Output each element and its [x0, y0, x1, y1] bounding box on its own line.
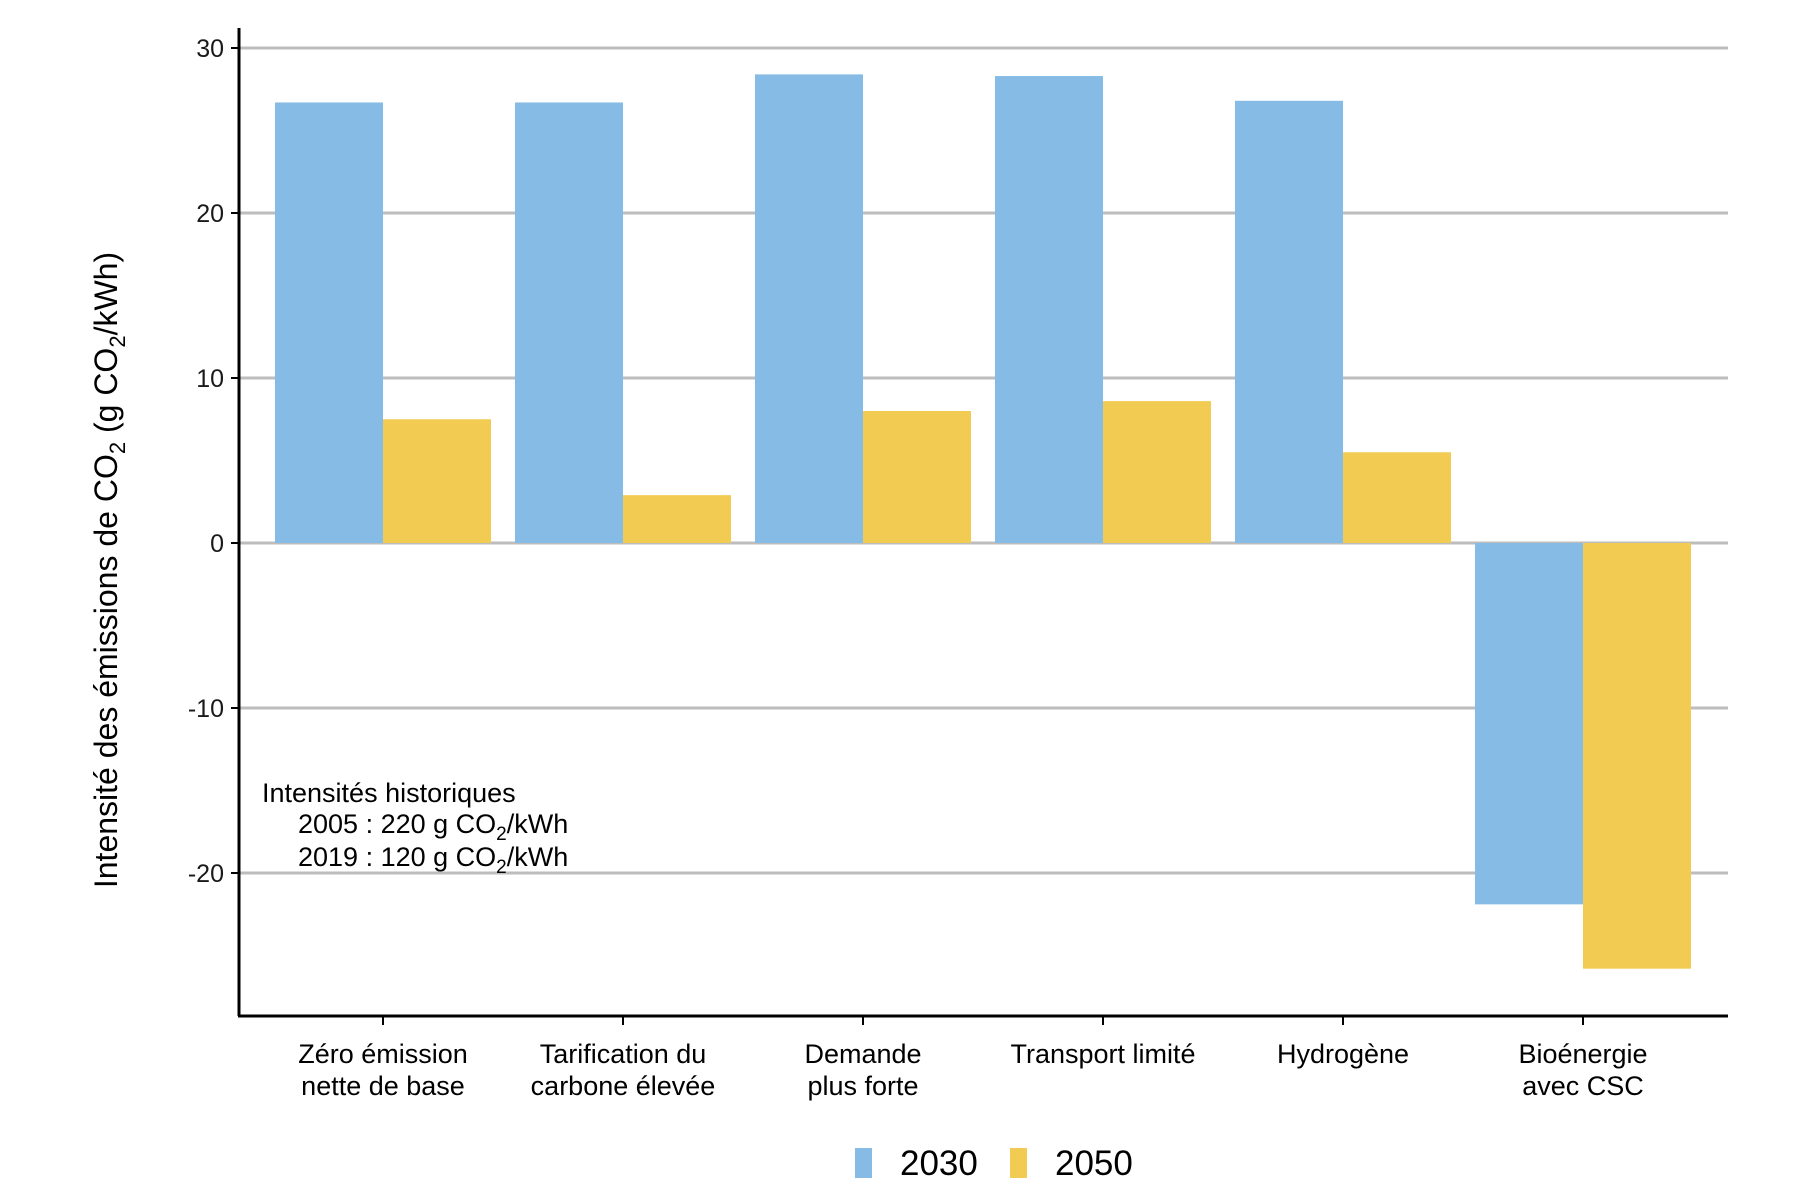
y-tick-label-30: 30: [196, 35, 224, 63]
x-tick-label-3-line-1: Demande: [804, 1039, 921, 1069]
annotation-line-2019-sub: 2: [496, 857, 507, 878]
annotation-line-2019: 2019 : 120 g CO2/kWh: [298, 842, 568, 878]
annotation-line-2005-lead: 2005 : 220 g CO: [298, 809, 496, 839]
x-tick-label-3: Demande plus forte: [804, 1039, 921, 1101]
y-tick-label--20: -20: [188, 860, 224, 888]
bar-2050-3: [863, 411, 971, 543]
x-tick-label-2-line-2: carbone élevée: [531, 1071, 716, 1101]
y-axis-title-close: /kWh): [88, 252, 124, 336]
x-ticks: Zéro émission nette de base Tarification d…: [298, 1016, 1648, 1101]
x-tick-label-5: Hydrogène: [1277, 1039, 1409, 1069]
y-tick-label-0: 0: [210, 530, 224, 558]
x-tick-label-1: Zéro émission nette de base: [298, 1039, 468, 1101]
y-axis-title-sub: 2: [105, 442, 130, 454]
x-tick-label-5-line-1: Hydrogène: [1277, 1039, 1409, 1069]
legend-swatch-2030: [855, 1148, 872, 1178]
annotation-line-2005-sub: 2: [496, 824, 507, 845]
y-ticks: -20 -10 0 10 20 30: [188, 35, 239, 888]
x-tick-label-1-line-1: Zéro émission: [298, 1039, 468, 1069]
bar-2050-2: [623, 495, 731, 543]
legend: 2030 2050: [855, 1144, 1133, 1183]
bar-2030-5: [1235, 100, 1343, 544]
bar-2030-4: [995, 76, 1103, 544]
y-tick-label-20: 20: [196, 200, 224, 228]
annotation-line-2005: 2005 : 220 g CO2/kWh: [298, 809, 568, 845]
bar-2050-1: [383, 419, 491, 543]
x-tick-label-2: Tarification du carbone élevée: [531, 1039, 716, 1101]
legend-label-2030: 2030: [900, 1144, 978, 1183]
annotation-line-2005-tail: /kWh: [507, 809, 569, 839]
bar-2050-6: [1583, 543, 1691, 969]
bar-2050-4: [1103, 401, 1211, 543]
bar-2030-3: [755, 74, 863, 544]
bar-2030-2: [515, 102, 623, 543]
axes: [237, 28, 1728, 1018]
x-tick-label-4: Transport limité: [1010, 1039, 1195, 1069]
bar-2030-6: [1475, 543, 1583, 905]
x-tick-label-1-line-2: nette de base: [301, 1071, 465, 1101]
annotation-line-2019-lead: 2019 : 120 g CO: [298, 842, 496, 872]
bar-2050-5: [1343, 452, 1451, 543]
y-axis-title-open: (g CO: [88, 348, 124, 442]
y-axis-title-prefix: Intensité des émissions de CO: [88, 454, 124, 888]
x-tick-label-6-line-2: avec CSC: [1522, 1071, 1644, 1101]
annotation-title: Intensités historiques: [262, 778, 516, 808]
bar-2030-1: [275, 102, 383, 543]
annotation-historical: Intensités historiques 2005 : 220 g CO2/…: [262, 778, 568, 878]
y-tick-label-10: 10: [196, 365, 224, 393]
bars: [275, 74, 1691, 969]
legend-swatch-2050: [1010, 1148, 1027, 1178]
x-tick-label-2-line-1: Tarification du: [540, 1039, 707, 1069]
y-axis-title: Intensité des émissions de CO2 (g CO2/kW…: [88, 252, 130, 888]
y-axis-title-sub-2: 2: [105, 335, 130, 347]
x-tick-label-6-line-1: Bioénergie: [1518, 1039, 1647, 1069]
x-tick-label-3-line-2: plus forte: [807, 1071, 918, 1101]
x-tick-label-6: Bioénergie avec CSC: [1518, 1039, 1647, 1101]
x-tick-label-4-line-1: Transport limité: [1010, 1039, 1195, 1069]
annotation-line-2019-tail: /kWh: [507, 842, 569, 872]
y-tick-label--10: -10: [188, 695, 224, 723]
legend-label-2050: 2050: [1055, 1144, 1133, 1183]
